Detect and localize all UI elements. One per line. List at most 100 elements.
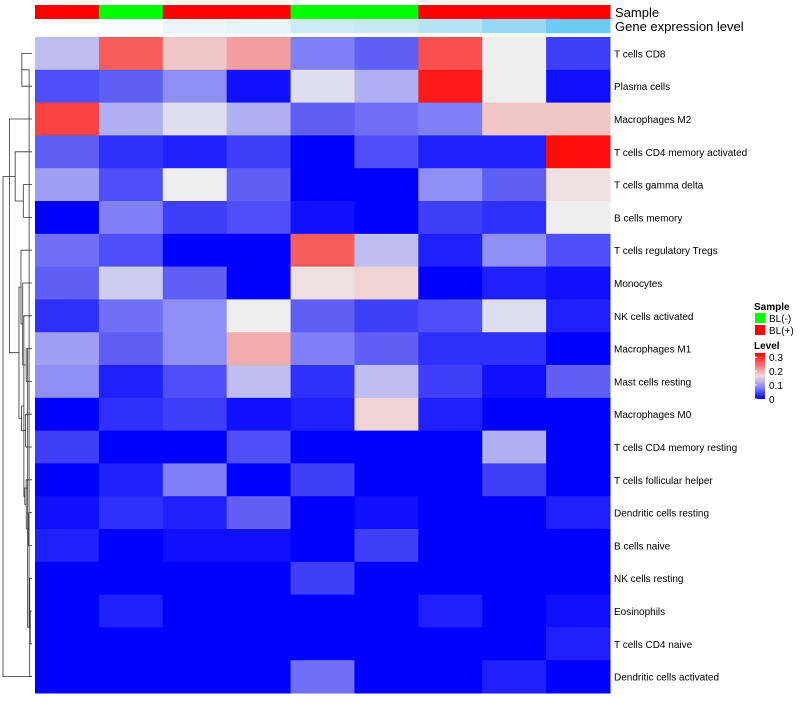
dendrogram-branch [2,176,32,677]
heatmap-cell [162,660,228,694]
heatmap-cell [98,168,164,202]
heatmap-cell [226,594,292,628]
row-label: B cells memory [614,213,682,224]
row-label: NK cells resting [614,574,683,585]
row-label: T cells CD8 [614,49,666,60]
expression-annotation-label: Gene expression level [615,19,744,34]
heatmap-cell [35,660,100,694]
heatmap-cell [98,463,164,497]
heatmap-cell [226,37,292,71]
heatmap-cell [98,365,164,399]
legend: Sample Level BL(-)BL(+) 0.3 0.2 0.1 0 [754,302,794,406]
heatmap-cell [162,365,228,399]
heatmap-cell [354,496,419,530]
heatmap-cell [546,233,611,268]
heatmap-cell [546,365,611,399]
sample-annotation-cell [290,5,355,19]
heatmap-cell [226,332,292,366]
heatmap-cell [546,463,611,497]
heatmap-cell [35,594,100,628]
expression-annotation-cell [35,19,100,33]
heatmap-cell [35,496,100,530]
heatmap-cell [35,627,100,661]
heatmap-cell [35,397,100,432]
sample-annotation-cell [226,5,292,19]
heatmap-cell [482,561,547,596]
heatmap-cell [162,69,228,104]
legend-level-title: Level [754,341,780,352]
heatmap-cell [290,660,355,694]
expression-annotation-cell [418,19,483,33]
heatmap-cell [354,594,419,628]
heatmap-cell [354,365,419,399]
sample-annotation-cell [418,5,483,19]
heatmap-cell [290,496,355,530]
heatmap-cell [482,332,547,366]
heatmap-cell [290,266,355,300]
heatmap-cell [290,69,355,104]
heatmap-cell [162,430,228,464]
heatmap-cells [35,37,611,694]
heatmap-cell [354,561,419,596]
heatmap-cell [162,496,228,530]
heatmap-cell [482,365,547,399]
legend-sample-title: Sample [754,302,790,313]
heatmap-cell [482,102,547,136]
heatmap-cell [482,168,547,202]
heatmap-cell [354,397,419,432]
heatmap-cell [226,135,292,169]
heatmap-cell [290,529,355,563]
row-label: NK cells activated [614,312,693,323]
heatmap-cell [418,266,483,300]
heatmap-cell [35,135,100,169]
heatmap-cell [546,266,611,300]
heatmap-cell [482,266,547,300]
heatmap-cell [354,135,419,169]
heatmap-cell [482,201,547,235]
heatmap-cell [354,168,419,202]
heatmap-cell [226,102,292,136]
row-label: T cells CD4 memory resting [614,443,737,454]
heatmap-cell [226,365,292,399]
heatmap-cell [290,233,355,268]
row-label: Macrophages M1 [614,345,692,356]
heatmap-cell [290,135,355,169]
heatmap-cell [35,168,100,202]
legend-level-tick-label: 0.2 [769,367,783,378]
heatmap-cell [162,463,228,497]
heatmap-cell [226,266,292,300]
heatmap-cell [290,332,355,366]
heatmap-cell [162,627,228,661]
heatmap-cell [35,102,100,136]
heatmap-cell [226,69,292,104]
heatmap-cell [98,529,164,563]
heatmap-cell [482,594,547,628]
heatmap-cell [162,561,228,596]
heatmap-cell [226,201,292,235]
heatmap-cell [35,266,100,300]
heatmap-cell [35,430,100,464]
heatmap-cell [35,365,100,399]
dendrogram-branch [22,184,32,218]
expression-annotation-cell [226,19,292,33]
sample-annotation-label: Sample [615,5,659,20]
heatmap-cell [482,135,547,169]
heatmap-cell [226,529,292,563]
heatmap-cell [418,627,483,661]
heatmap-cell [98,332,164,366]
dendrogram-branch [29,610,32,645]
heatmap-cell [482,660,547,694]
expression-annotation-cell [546,19,611,33]
heatmap-cell [35,69,100,104]
row-dendrogram [2,53,32,677]
legend-sample-label: BL(-) [769,314,791,325]
expression-annotation-cell [98,19,164,33]
heatmap-cell [546,594,611,628]
heatmap-cell [354,299,419,333]
heatmap-cell [290,299,355,333]
heatmap-cell [226,561,292,596]
heatmap-cell [98,37,164,71]
expression-annotation-cell [290,19,355,33]
heatmap-cell [162,233,228,268]
